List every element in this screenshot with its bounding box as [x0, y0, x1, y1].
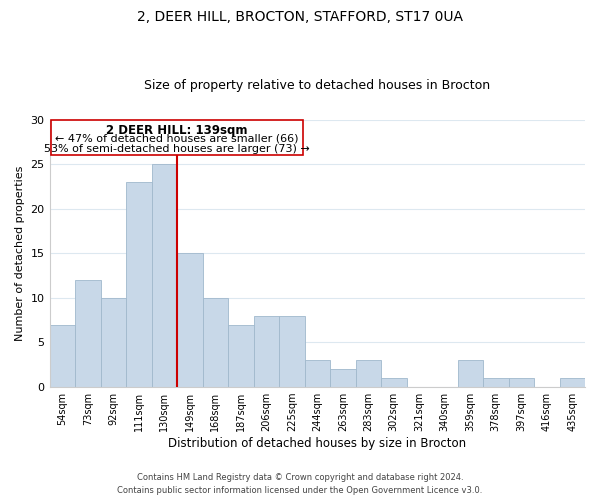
Bar	[75, 280, 101, 387]
Text: ← 47% of detached houses are smaller (66): ← 47% of detached houses are smaller (66…	[55, 134, 299, 144]
Bar	[330, 369, 356, 387]
Bar	[50, 324, 75, 387]
Bar	[279, 316, 305, 387]
Text: 2, DEER HILL, BROCTON, STAFFORD, ST17 0UA: 2, DEER HILL, BROCTON, STAFFORD, ST17 0U…	[137, 10, 463, 24]
Bar	[254, 316, 279, 387]
Bar	[483, 378, 509, 387]
Y-axis label: Number of detached properties: Number of detached properties	[15, 166, 25, 341]
Bar	[152, 164, 177, 387]
X-axis label: Distribution of detached houses by size in Brocton: Distribution of detached houses by size …	[168, 437, 466, 450]
Bar	[228, 324, 254, 387]
Bar	[509, 378, 534, 387]
Bar	[101, 298, 126, 387]
Bar	[381, 378, 407, 387]
Text: Contains HM Land Registry data © Crown copyright and database right 2024.
Contai: Contains HM Land Registry data © Crown c…	[118, 474, 482, 495]
Title: Size of property relative to detached houses in Brocton: Size of property relative to detached ho…	[144, 79, 490, 92]
Bar	[560, 378, 585, 387]
Bar	[177, 254, 203, 387]
Bar	[458, 360, 483, 387]
FancyBboxPatch shape	[51, 120, 303, 155]
Bar	[203, 298, 228, 387]
Text: 53% of semi-detached houses are larger (73) →: 53% of semi-detached houses are larger (…	[44, 144, 310, 154]
Bar	[305, 360, 330, 387]
Bar	[356, 360, 381, 387]
Text: 2 DEER HILL: 139sqm: 2 DEER HILL: 139sqm	[106, 124, 248, 137]
Bar	[126, 182, 152, 387]
